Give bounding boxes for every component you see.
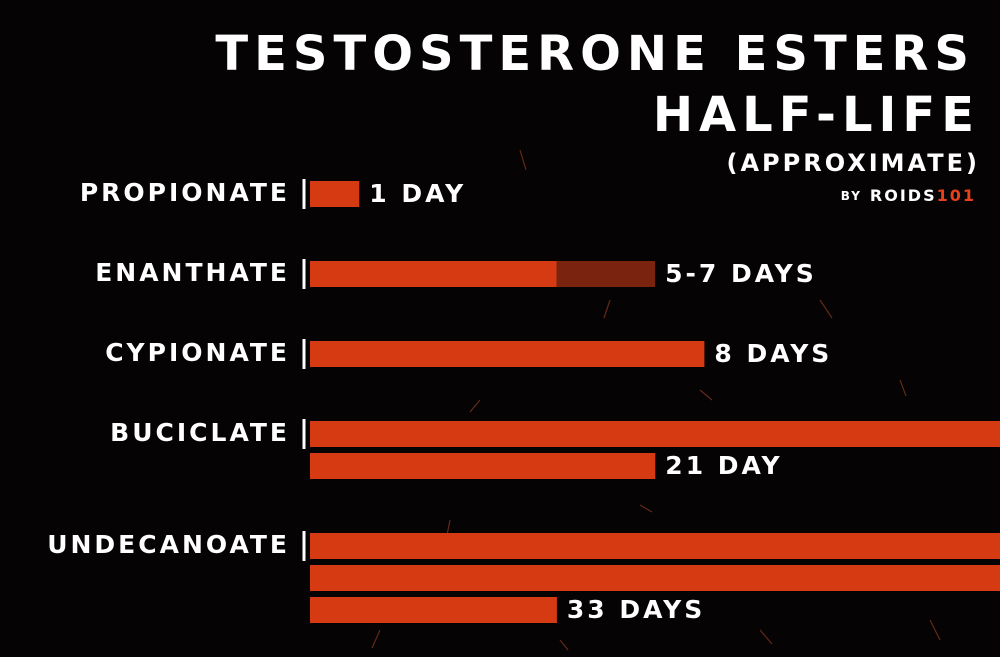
category-label: UNDECANOATE	[47, 530, 290, 559]
category-label: PROPIONATE	[80, 178, 290, 207]
byline-brand: ROIDS	[870, 186, 937, 205]
value-label: 8 DAYS	[714, 339, 832, 368]
bar-range	[556, 261, 656, 287]
byline-by: BY	[841, 189, 862, 203]
value-label: 5-7 DAYS	[665, 259, 817, 288]
bar	[310, 261, 557, 287]
category-label: CYPIONATE	[105, 338, 290, 367]
value-label: 33 DAYS	[567, 595, 705, 624]
bar	[310, 421, 1000, 479]
note: (APPROXIMATE)	[726, 149, 980, 177]
category-label: BUCICLATE	[110, 418, 290, 447]
chart-title: TESTOSTERONE ESTERS	[215, 26, 975, 82]
category-label: ENANTHATE	[95, 258, 290, 287]
sparks	[371, 149, 941, 651]
chart-subtitle: HALF-LIFE	[653, 87, 980, 143]
bar	[310, 181, 360, 207]
value-label: 21 DAY	[665, 451, 782, 480]
byline-brand-number: 101	[937, 186, 976, 205]
value-label: 1 DAY	[369, 179, 466, 208]
bar	[310, 341, 705, 367]
bar	[310, 533, 1000, 623]
byline: BY ROIDS101	[841, 186, 976, 205]
